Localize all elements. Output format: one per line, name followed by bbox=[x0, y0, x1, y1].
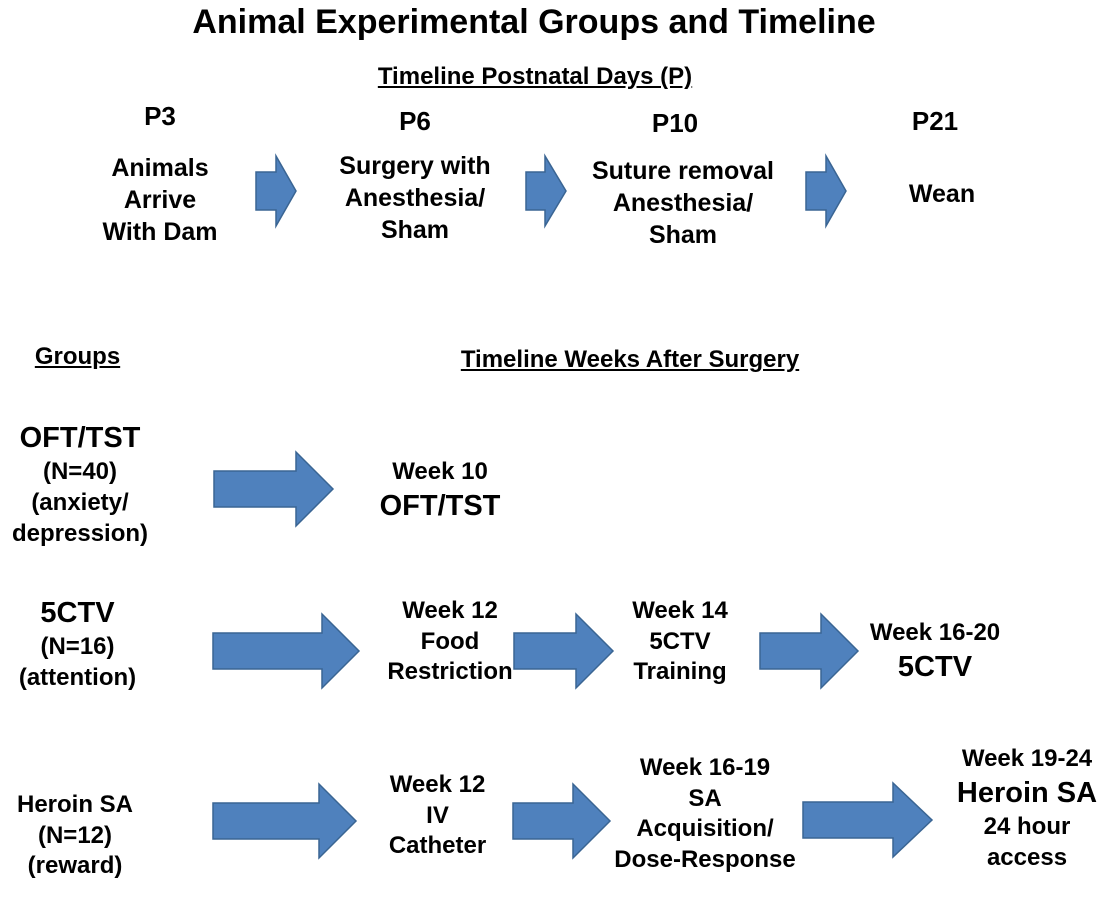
step-line: Arrive bbox=[123, 186, 197, 214]
postnatal-step-p10: Suture removal Anesthesia/ Sham bbox=[568, 155, 798, 251]
step-line: Animals bbox=[111, 154, 209, 182]
step-line: Training bbox=[633, 658, 727, 686]
postnatal-step-p3: Animals Arrive With Dam bbox=[60, 152, 260, 248]
group-name: 5CTV bbox=[40, 597, 115, 629]
group-line: depression) bbox=[11, 519, 149, 547]
group-line: (attention) bbox=[18, 663, 137, 691]
postnatal-day-p10: P10 bbox=[651, 108, 699, 138]
step-line: access bbox=[986, 843, 1068, 871]
step-line: Week 16-19 bbox=[639, 754, 771, 781]
step-line: Week 10 bbox=[392, 458, 488, 485]
postnatal-day-p6: P6 bbox=[399, 106, 431, 136]
step-line: Wean bbox=[908, 180, 976, 208]
step-line: Heroin SA bbox=[956, 776, 1098, 809]
step-line: Dose-Response bbox=[614, 846, 796, 874]
step-line: Food bbox=[420, 627, 480, 655]
step-line: Acquisition/ bbox=[636, 815, 774, 843]
step-line: Suture removal bbox=[591, 157, 774, 185]
group-label-heroin-sa: Heroin SA (N=12) (reward) bbox=[0, 790, 150, 882]
step-line: Catheter bbox=[388, 832, 487, 860]
arrow-icon bbox=[255, 153, 297, 229]
postnatal-timeline-heading: Timeline Postnatal Days (P) bbox=[377, 63, 693, 90]
step-line: 5CTV bbox=[897, 650, 973, 683]
group-line: (N=12) bbox=[37, 821, 113, 849]
group-line: (N=40) bbox=[42, 458, 118, 486]
step-line: 5CTV bbox=[649, 627, 711, 655]
step-line: Week 16-20 bbox=[869, 619, 1001, 646]
step-line: IV bbox=[426, 801, 449, 829]
5ctv-step-week14: Week 14 5CTV Training bbox=[610, 596, 750, 688]
arrow-icon bbox=[212, 782, 358, 860]
step-line: Anesthesia/ bbox=[344, 184, 486, 212]
group-name: Heroin SA bbox=[16, 791, 133, 818]
heroin-step-week12: Week 12 IV Catheter bbox=[365, 770, 510, 862]
group-line: (reward) bbox=[27, 852, 123, 880]
group-line: (anxiety/ bbox=[31, 488, 129, 516]
step-line: With Dam bbox=[102, 218, 218, 246]
group-line: (N=16) bbox=[40, 633, 115, 661]
step-line: Surgery with bbox=[339, 152, 491, 180]
group-label-oft-tst: OFT/TST (N=40) (anxiety/ depression) bbox=[0, 420, 160, 549]
step-line: Restriction bbox=[387, 658, 513, 686]
postnatal-day-p21: P21 bbox=[911, 106, 959, 136]
arrow-icon bbox=[525, 153, 567, 229]
postnatal-step-p21: Wean bbox=[862, 178, 1022, 210]
step-line: SA bbox=[688, 784, 722, 812]
arrow-icon bbox=[759, 612, 860, 690]
arrow-icon bbox=[512, 782, 612, 860]
arrow-icon bbox=[802, 781, 934, 859]
arrow-icon bbox=[805, 153, 847, 229]
step-line: 24 hour bbox=[983, 812, 1071, 840]
step-line: Sham bbox=[648, 221, 718, 249]
5ctv-step-week16-20: Week 16-20 5CTV bbox=[850, 618, 1020, 686]
step-line: OFT/TST bbox=[379, 489, 501, 522]
postnatal-day-p3: P3 bbox=[144, 101, 176, 131]
arrow-icon bbox=[212, 612, 361, 690]
step-line: Week 19-24 bbox=[961, 745, 1093, 772]
step-line: Week 14 bbox=[632, 597, 728, 624]
arrow-icon bbox=[213, 450, 335, 528]
arrow-icon bbox=[513, 612, 615, 690]
groups-heading: Groups bbox=[34, 343, 121, 370]
step-line: Sham bbox=[380, 216, 450, 244]
postnatal-step-p6: Surgery with Anesthesia/ Sham bbox=[310, 150, 520, 246]
step-line: Week 12 bbox=[389, 771, 486, 798]
oft-tst-step-week10: Week 10 OFT/TST bbox=[340, 457, 540, 525]
heroin-step-week19-24: Week 19-24 Heroin SA 24 hour access bbox=[942, 744, 1112, 873]
group-label-5ctv: 5CTV (N=16) (attention) bbox=[0, 595, 155, 694]
step-line: Week 12 bbox=[402, 597, 498, 624]
group-name: OFT/TST bbox=[19, 422, 141, 454]
5ctv-step-week12: Week 12 Food Restriction bbox=[360, 596, 540, 688]
diagram-title: Animal Experimental Groups and Timeline bbox=[192, 3, 876, 41]
step-line: Anesthesia/ bbox=[612, 189, 754, 217]
weeks-timeline-heading: Timeline Weeks After Surgery bbox=[460, 346, 800, 373]
heroin-step-week16-19: Week 16-19 SA Acquisition/ Dose-Response bbox=[590, 753, 820, 876]
